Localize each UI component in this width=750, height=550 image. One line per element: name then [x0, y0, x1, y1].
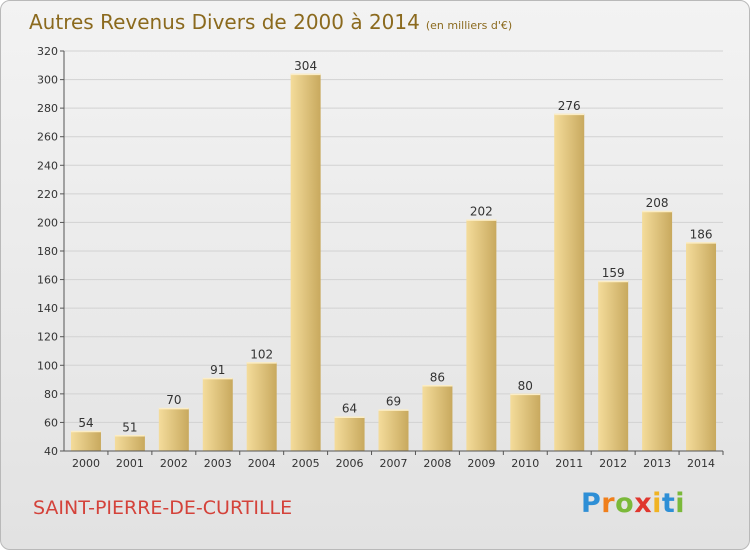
logo-letter: o — [615, 488, 635, 519]
x-tick-label: 2014 — [687, 457, 715, 470]
x-tick-label: 2003 — [204, 457, 232, 470]
bar-2011 — [554, 113, 585, 451]
y-tick-label: 240 — [37, 159, 58, 172]
bar-2012 — [598, 281, 629, 451]
logo-letter: x — [634, 488, 653, 519]
x-axis: 2000 2001 2002 2003 2004 2005 2006 2007 2008 2009… — [64, 450, 724, 470]
bar-2013 — [642, 211, 673, 451]
bar-2010 — [510, 393, 541, 451]
bar-2005 — [290, 73, 321, 451]
bar-2014 — [686, 242, 717, 451]
data-labels: 54 51 70 91 102 304 64 69 86 202 80 276 159 208 186 — [78, 59, 712, 434]
bar-2000 — [70, 431, 101, 451]
bar-2003 — [202, 378, 233, 451]
bar-2008 — [422, 385, 453, 451]
x-tick-label: 2010 — [511, 457, 539, 470]
x-tick-label: 2009 — [467, 457, 495, 470]
x-tick-label: 2007 — [380, 457, 408, 470]
chart-title-text: Autres Revenus Divers de 2000 à 2014 — [29, 10, 420, 34]
data-label: 276 — [558, 99, 581, 113]
data-label: 64 — [342, 402, 357, 416]
data-label: 304 — [294, 59, 317, 73]
data-label: 51 — [122, 420, 137, 434]
data-label: 202 — [470, 205, 493, 219]
x-tick-label: 2001 — [116, 457, 144, 470]
y-tick-label: 80 — [44, 388, 58, 401]
logo-letter: r — [601, 488, 616, 519]
x-tick-label: 2008 — [423, 457, 451, 470]
y-tick-label: 300 — [37, 74, 58, 87]
logo-letter: i — [675, 488, 686, 519]
y-axis: 40 60 80 100 120 140 160 180 200 220 240 260 280 300 3… — [37, 45, 65, 458]
y-tick-label: 200 — [37, 216, 58, 229]
data-label: 159 — [602, 266, 625, 280]
bars — [70, 73, 717, 451]
chart-title: Autres Revenus Divers de 2000 à 2014 (en … — [29, 10, 512, 34]
data-label: 69 — [386, 395, 401, 409]
proxiti-logo: Proxiti — [581, 488, 685, 519]
x-tick-label: 2004 — [248, 457, 276, 470]
y-tick-label: 100 — [37, 359, 58, 372]
x-tick-label: 2002 — [160, 457, 188, 470]
y-tick-label: 40 — [44, 445, 58, 458]
y-tick-label: 320 — [37, 45, 58, 58]
x-tick-label: 2006 — [336, 457, 364, 470]
bar-2001 — [114, 435, 145, 451]
commune-name: SAINT-PIERRE-DE-CURTILLE — [33, 497, 293, 519]
x-tick-label: 2005 — [292, 457, 320, 470]
data-label: 80 — [518, 379, 533, 393]
data-label: 86 — [430, 370, 445, 384]
x-tick-label: 2000 — [72, 457, 100, 470]
y-tick-label: 60 — [44, 416, 58, 429]
y-tick-label: 260 — [37, 131, 58, 144]
x-tick-label: 2011 — [555, 457, 583, 470]
data-label: 91 — [210, 363, 225, 377]
y-tick-label: 220 — [37, 188, 58, 201]
data-label: 70 — [166, 393, 181, 407]
chart-subtitle: (en milliers d'€) — [425, 19, 513, 32]
logo-letter: t — [661, 488, 676, 519]
bar-2002 — [158, 408, 189, 451]
bar-2007 — [378, 409, 409, 451]
x-tick-label: 2013 — [643, 457, 671, 470]
y-tick-label: 180 — [37, 245, 58, 258]
data-label: 208 — [646, 196, 669, 210]
data-label: 186 — [690, 227, 713, 241]
data-label: 102 — [250, 347, 273, 361]
x-tick-label: 2012 — [599, 457, 627, 470]
bar-2009 — [466, 219, 497, 451]
logo-letter: i — [652, 488, 662, 519]
y-tick-label: 160 — [37, 274, 58, 287]
y-tick-label: 120 — [37, 331, 58, 344]
logo-letter: P — [581, 488, 602, 519]
data-label: 54 — [78, 416, 93, 430]
y-tick-label: 280 — [37, 102, 58, 115]
bar-2004 — [246, 362, 277, 451]
y-tick-label: 140 — [37, 302, 58, 315]
bar-2006 — [334, 416, 365, 451]
